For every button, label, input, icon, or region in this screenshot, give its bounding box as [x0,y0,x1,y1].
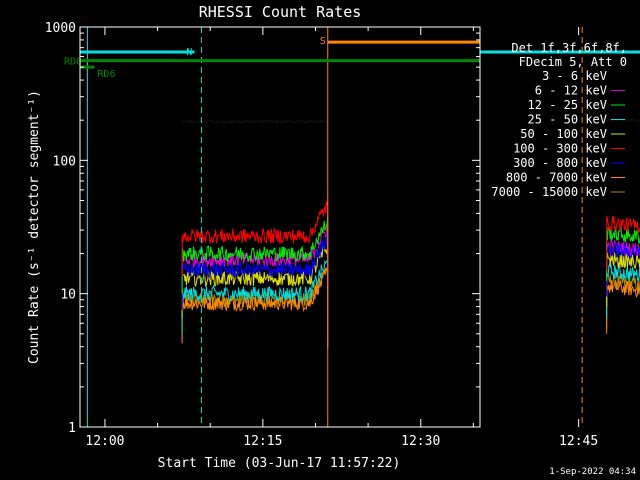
y-tick-label: 1000 [45,21,76,36]
chart-title: RHESSI Count Rates [199,3,362,21]
legend-entry-label: 6 - 12 keV [535,84,607,98]
series-line [181,200,329,347]
flag-label: RD6 [97,69,115,80]
legend-entry-label: 7000 - 15000 keV [491,185,607,199]
legend-header: Det 1f,3f,6f,8f, [511,41,627,55]
series-line [181,258,329,347]
y-axis-label: Count Rate (s⁻¹ detector segment⁻¹) [27,90,42,364]
series-line [181,217,329,347]
y-tick-label: 10 [60,288,76,303]
legend: Det 1f,3f,6f,8f,FDecim 5, Att 03 - 6 keV… [491,41,627,199]
x-tick-label: 12:30 [401,434,440,449]
flag-label: RD0 [64,57,82,68]
legend-entry-label: 25 - 50 keV [528,113,607,127]
flag-label: N [186,47,192,58]
legend-header: FDecim 5, Att 0 [519,55,627,69]
legend-entry-label: 3 - 6 keV [542,69,607,83]
x-axis-label: Start Time (03-Jun-17 11:57:22) [158,456,401,471]
legend-entry-label: 12 - 25 keV [528,98,607,112]
legend-entry-label: 300 - 800 keV [513,156,607,170]
legend-entry-label: 50 - 100 keV [520,127,607,141]
axis-layer: 110100100012:0012:1512:3012:4513:0013:15… [45,21,599,449]
flag-layer: N S RD0 RD6 [64,27,640,427]
x-tick-label: 12:00 [85,434,124,449]
series-line [181,118,329,190]
data-layer [181,118,640,347]
date-stamp: 1-Sep-2022 04:34 [549,467,636,477]
legend-entry-label: 100 - 300 keV [513,142,607,156]
x-tick-label: 12:45 [559,434,598,449]
series-line [181,232,329,347]
flag-label: S [320,36,326,47]
legend-entry-label: 800 - 7000 keV [506,171,607,185]
plot-frame [79,26,481,428]
y-tick-label: 100 [53,154,76,169]
y-tick-label: 1 [68,421,76,436]
series-line [181,265,329,347]
x-tick-label: 12:15 [243,434,282,449]
